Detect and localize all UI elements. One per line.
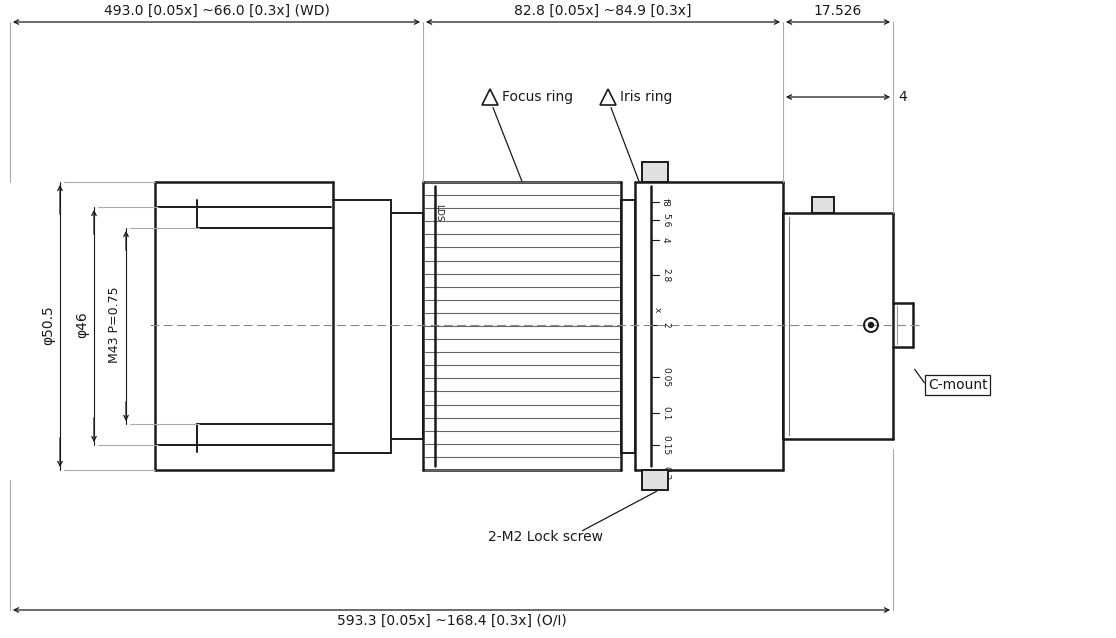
Text: 82.8 [0.05x] ~84.9 [0.3x]: 82.8 [0.05x] ~84.9 [0.3x] — [514, 4, 692, 18]
Circle shape — [868, 322, 874, 327]
Bar — [642, 162, 668, 182]
Text: 4: 4 — [661, 237, 670, 243]
Text: C-mount: C-mount — [929, 378, 988, 392]
Text: φ46: φ46 — [75, 311, 89, 338]
Text: 0.1: 0.1 — [661, 406, 670, 420]
Text: 2-M2 Lock screw: 2-M2 Lock screw — [488, 530, 603, 544]
Bar — [812, 197, 834, 213]
Text: 593.3 [0.05x] ~168.4 [0.3x] (O/I): 593.3 [0.05x] ~168.4 [0.3x] (O/I) — [337, 614, 567, 628]
Text: M43 P=0.75: M43 P=0.75 — [108, 286, 121, 363]
Text: 0.2: 0.2 — [661, 466, 670, 480]
Text: 2: 2 — [661, 322, 670, 328]
Text: φ50.5: φ50.5 — [41, 305, 55, 345]
Text: Iris ring: Iris ring — [620, 90, 672, 104]
Text: 493.0 [0.05x] ~66.0 [0.3x] (WD): 493.0 [0.05x] ~66.0 [0.3x] (WD) — [104, 4, 329, 18]
Text: 17.526: 17.526 — [814, 4, 863, 18]
Text: 2.8: 2.8 — [661, 268, 670, 282]
Text: 4: 4 — [898, 90, 906, 104]
Text: Focus ring: Focus ring — [502, 90, 574, 104]
Bar — [642, 470, 668, 490]
Text: 0.05: 0.05 — [661, 367, 670, 387]
Text: 5.6: 5.6 — [661, 213, 670, 227]
Text: LDS: LDS — [434, 204, 443, 221]
Text: x: x — [653, 308, 662, 313]
Text: 0.15: 0.15 — [661, 435, 670, 455]
Text: f8: f8 — [661, 198, 670, 207]
